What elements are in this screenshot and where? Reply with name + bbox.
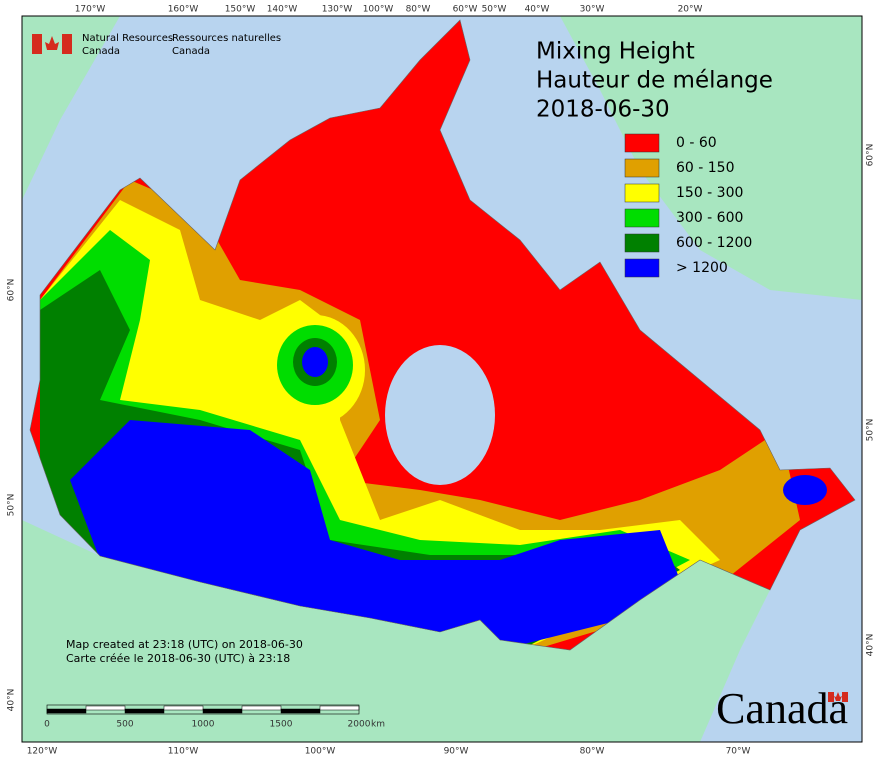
- scale-label: 1500: [270, 720, 293, 730]
- graticule-label: 100°W: [363, 5, 394, 15]
- map-note: Map created at 23:18 (UTC) on 2018-06-30: [66, 638, 303, 651]
- graticule-label: 50°N: [866, 419, 876, 442]
- scale-segment: [280, 708, 321, 714]
- map-title: Mixing Height: [536, 39, 695, 65]
- map-title: Hauteur de mélange: [536, 68, 773, 94]
- legend-swatch: [624, 258, 660, 278]
- scale-label: 2000: [348, 720, 371, 730]
- wordmark: Canada: [716, 684, 848, 733]
- scale-segment: [241, 705, 282, 711]
- graticule-label: 60°W: [453, 5, 478, 15]
- usa: [22, 520, 770, 742]
- land: [22, 16, 120, 200]
- map-title: 2018-06-30: [536, 97, 670, 123]
- scale-segment: [319, 705, 360, 711]
- map-area: [22, 16, 862, 742]
- graticule-label: 20°W: [678, 5, 703, 15]
- graticule-label: 140°W: [267, 5, 298, 15]
- scale-label: 500: [116, 720, 133, 730]
- scale-unit: km: [371, 720, 385, 730]
- org-name: Natural Resources: [82, 33, 173, 44]
- scale-outline: [46, 704, 360, 715]
- org-name: Canada: [172, 46, 210, 57]
- graticule-label: 80°W: [406, 5, 431, 15]
- legend-label: 150 - 300: [676, 185, 743, 201]
- legend-label: 300 - 600: [676, 210, 743, 226]
- org-name: Ressources naturelles: [172, 33, 281, 44]
- org-name: Canada: [82, 46, 120, 57]
- legend-swatch: [624, 208, 660, 228]
- scale-segment: [202, 708, 243, 714]
- logo: [32, 34, 848, 702]
- scale-label: 1000: [192, 720, 215, 730]
- graticule-label: 70°W: [726, 747, 751, 757]
- greenland: [560, 16, 862, 300]
- graticule-label: 40°W: [525, 5, 550, 15]
- graticule-label: 40°N: [866, 634, 876, 657]
- legend-label: 0 - 60: [676, 135, 717, 151]
- scale-segment: [163, 705, 204, 711]
- legend-swatch: [624, 233, 660, 253]
- graticule-label: 170°W: [75, 5, 106, 15]
- hudson-bay: [385, 345, 495, 485]
- graticule-label: 120°W: [27, 747, 58, 757]
- legend-label: > 1200: [676, 260, 728, 276]
- graticule-label: 100°W: [305, 747, 336, 757]
- scale-segment: [85, 705, 126, 711]
- graticule-label: 30°W: [580, 5, 605, 15]
- graticule-label: 80°W: [580, 747, 605, 757]
- zone: [302, 347, 328, 377]
- graticule-label: 90°W: [444, 747, 469, 757]
- map-note: Carte créée le 2018-06-30 (UTC) à 23:18: [66, 652, 290, 665]
- zone: [783, 475, 827, 505]
- legend-label: 600 - 1200: [676, 235, 752, 251]
- graticule-label: 110°W: [168, 747, 199, 757]
- graticule-label: 150°W: [225, 5, 256, 15]
- frame: [21, 15, 863, 743]
- legend-swatch: [624, 158, 660, 178]
- graticule-label: 60°N: [7, 279, 17, 302]
- scale-label: 0: [44, 720, 50, 730]
- zone: [70, 420, 680, 650]
- legend-swatch: [624, 133, 660, 153]
- graticule-label: 50°N: [7, 494, 17, 517]
- graticule-label: 160°W: [168, 5, 199, 15]
- scale-segment: [46, 708, 87, 714]
- graticule-label: 50°W: [482, 5, 507, 15]
- graticule-label: 60°N: [866, 144, 876, 167]
- scale-segment: [124, 708, 165, 714]
- legend-swatch: [624, 183, 660, 203]
- legend-label: 60 - 150: [676, 160, 735, 176]
- graticule-label: 40°N: [7, 689, 17, 712]
- graticule-label: 130°W: [322, 5, 353, 15]
